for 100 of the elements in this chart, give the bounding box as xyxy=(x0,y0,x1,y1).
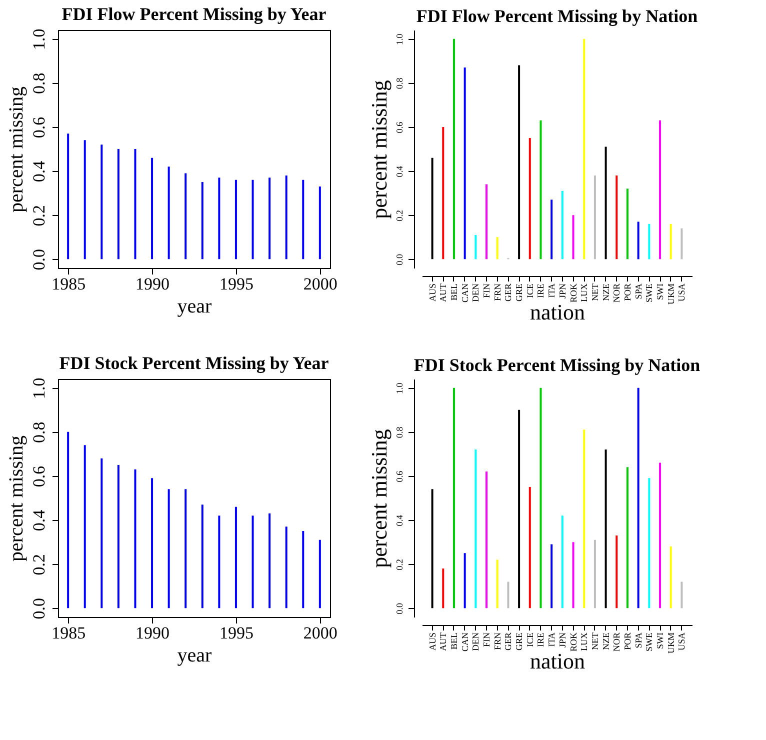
x-tick-label: 2000 xyxy=(303,274,338,294)
y-tick-label: 0.8 xyxy=(394,426,404,438)
x-tick-label: ICE xyxy=(524,283,535,298)
x-tick-label: ITA xyxy=(546,632,557,647)
bar xyxy=(659,462,662,608)
bar xyxy=(670,546,672,608)
y-tick-label: 0.2 xyxy=(30,204,48,226)
x-tick-label: FIN xyxy=(482,632,492,648)
x-tick-label: 1990 xyxy=(136,624,170,642)
y-tick-label: 0.4 xyxy=(394,514,404,526)
bar xyxy=(486,184,488,260)
x-tick-label: GRE xyxy=(514,632,524,650)
x-tick-label: NOR xyxy=(612,284,622,303)
x-axis-title: year xyxy=(177,296,212,318)
bar xyxy=(496,560,498,608)
bar xyxy=(151,158,154,260)
bar xyxy=(431,158,434,260)
x-tick-label: GER xyxy=(503,632,514,650)
bar xyxy=(637,222,640,260)
x-tick-label: ITA xyxy=(546,283,557,298)
bar xyxy=(218,178,220,260)
bar xyxy=(518,65,520,260)
bar xyxy=(84,140,86,260)
bar xyxy=(100,144,103,260)
bar xyxy=(550,200,553,260)
y-axis-title: percent missing xyxy=(6,86,28,213)
bar xyxy=(218,516,220,608)
bar xyxy=(452,38,455,260)
x-tick-label: NZE xyxy=(600,283,611,301)
y-tick-label: 0.6 xyxy=(30,466,48,488)
y-tick-label: 0.2 xyxy=(394,210,404,222)
y-axis-title: percent missing xyxy=(6,435,28,562)
x-tick-label: SWE xyxy=(644,283,654,302)
bar xyxy=(626,188,628,260)
bar xyxy=(550,544,553,608)
bar xyxy=(616,175,618,260)
x-tick-label: SWI xyxy=(655,632,666,649)
x-tick-label: AUS xyxy=(427,632,438,651)
y-tick-label: 0.6 xyxy=(30,116,48,138)
x-tick-label: NZE xyxy=(600,632,611,650)
bar xyxy=(452,388,455,608)
bar xyxy=(474,450,477,608)
x-tick-label: DEN xyxy=(470,283,481,302)
bar xyxy=(302,180,304,260)
y-tick-label: 0.4 xyxy=(394,165,404,178)
x-tick-label: JPN xyxy=(557,283,568,299)
x-tick-label: AUT xyxy=(438,632,448,651)
y-tick-label: 0.6 xyxy=(394,470,404,482)
bar xyxy=(594,540,596,608)
bar xyxy=(496,237,498,260)
x-tick-label: NET xyxy=(590,632,600,650)
y-tick-label: 0.0 xyxy=(30,598,48,620)
bar xyxy=(234,506,237,608)
bar xyxy=(540,388,542,608)
x-tick-label: 1985 xyxy=(52,624,86,642)
bar xyxy=(572,215,574,260)
x-tick-label: AUS xyxy=(427,284,438,302)
bar xyxy=(134,149,136,260)
bar xyxy=(168,489,170,608)
x-tick-label: 1985 xyxy=(52,274,86,294)
bar xyxy=(604,450,607,608)
x-tick-label: IRE xyxy=(536,632,546,647)
y-tick-label: 0.4 xyxy=(30,160,48,182)
y-tick-label: 0.8 xyxy=(30,422,48,444)
bar xyxy=(151,478,154,608)
bar xyxy=(100,458,103,608)
y-tick-label: 0.0 xyxy=(394,602,404,614)
bar xyxy=(464,67,466,260)
y-tick-label: 0.0 xyxy=(30,249,48,270)
x-tick-label: FRN xyxy=(492,632,502,650)
y-tick-label: 1.0 xyxy=(30,378,48,399)
x-tick-label: GER xyxy=(503,284,514,302)
y-tick-label: 0.2 xyxy=(30,554,48,576)
x-tick-label: JPN xyxy=(557,632,568,648)
y-tick-label: 0.0 xyxy=(394,254,404,266)
x-axis-title: year xyxy=(177,644,212,666)
x-tick-label: USA xyxy=(676,283,687,302)
bar xyxy=(528,486,531,608)
bar xyxy=(184,173,187,260)
bar xyxy=(252,516,254,608)
bar xyxy=(540,120,542,260)
bar xyxy=(168,166,170,260)
bar xyxy=(285,526,288,608)
y-tick-label: 0.8 xyxy=(394,77,404,90)
x-tick-label: AUT xyxy=(438,283,448,302)
x-tick-label: USA xyxy=(676,632,687,651)
bar xyxy=(583,430,586,608)
y-tick-label: 0.6 xyxy=(394,121,404,134)
bar xyxy=(442,126,444,260)
y-tick-label: 1.0 xyxy=(394,382,404,394)
y-tick-label: 1.0 xyxy=(394,33,404,45)
bar xyxy=(184,489,187,608)
bar xyxy=(268,513,271,608)
bar xyxy=(648,478,650,608)
y-axis-title: percent missing xyxy=(366,429,392,568)
bar xyxy=(84,445,86,608)
x-tick-label: 1995 xyxy=(219,274,254,294)
bar xyxy=(561,516,564,608)
bar xyxy=(442,568,444,608)
x-tick-label: GRE xyxy=(514,283,524,302)
